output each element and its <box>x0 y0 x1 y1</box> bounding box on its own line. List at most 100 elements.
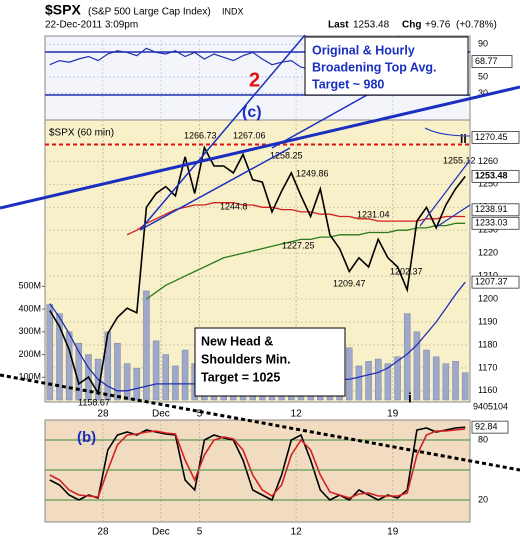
y-tick-label: 1200 <box>478 293 498 303</box>
y-tick-label: 1220 <box>478 248 498 258</box>
volume-tick-label: 500M <box>18 281 41 291</box>
volume-bar <box>374 358 382 401</box>
price-annotation: 1249.86 <box>296 168 329 178</box>
level-label: 68.77 <box>475 56 498 66</box>
level-label: 1233.03 <box>475 218 508 228</box>
x-tick-label: 12 <box>291 527 303 538</box>
volume-last-label: 9405104 <box>473 401 508 411</box>
price-annotation: 1266.73 <box>184 130 217 140</box>
wave-label: i <box>408 390 412 406</box>
upper-tick-label: 30 <box>478 88 488 98</box>
level-label: 1253.48 <box>475 171 508 181</box>
volume-tick-label: 400M <box>18 303 41 313</box>
x-tick-label: Dec <box>152 409 170 420</box>
volume-bar <box>365 361 372 401</box>
trend-line <box>139 34 306 231</box>
upper-tick-label: 50 <box>478 71 488 81</box>
chart-subtitle: (S&P 500 Large Cap Index) <box>88 7 211 18</box>
y-tick-label: 1160 <box>478 385 497 395</box>
x-tick-label: 28 <box>97 527 109 538</box>
annotation-text: Target ~ 980 <box>312 77 384 91</box>
change-pct: (+0.78%) <box>456 20 497 31</box>
overlays: Original & Hourly Broadening Top Avg. Ta… <box>0 34 520 472</box>
wave-label: 2 <box>249 69 260 91</box>
price-annotation: 1267.06 <box>233 130 266 140</box>
annotation-text: Target = 1025 <box>201 370 280 384</box>
x-tick-label: 5 <box>197 409 203 420</box>
lower-tick-label: 80 <box>478 434 488 444</box>
price-annotation: 1244.8 <box>220 201 248 211</box>
level-box <box>471 203 520 217</box>
annotation-box <box>194 327 346 397</box>
annotation-box <box>304 36 469 96</box>
volume-bar <box>46 304 54 401</box>
level-box <box>471 420 509 434</box>
level-box <box>471 169 520 183</box>
header: $SPX (S&P 500 Large Cap Index) INDX 22-D… <box>45 2 497 139</box>
volume-bar <box>355 365 363 401</box>
volume-bar <box>172 365 179 401</box>
volume-bar <box>461 372 469 401</box>
volume-bar <box>143 290 150 401</box>
x-tick-label: 19 <box>387 409 399 420</box>
volume-bar <box>152 340 160 401</box>
volume-bar <box>162 354 169 401</box>
last-value: 1253.48 <box>353 20 390 31</box>
trend-line <box>139 147 291 231</box>
wave-label: (b) <box>77 429 96 446</box>
volume-bar <box>346 347 353 401</box>
price-annotation: 1209.47 <box>333 278 366 288</box>
y-tick-label: 1260 <box>478 156 498 166</box>
average-line <box>126 202 466 236</box>
chart-title: $SPX <box>45 2 81 18</box>
last-label: Last <box>328 20 349 31</box>
price-annotation: 1202.37 <box>390 266 423 276</box>
annotation-text: Broadening Top Avg. <box>312 60 437 74</box>
price-annotation: 1258.25 <box>270 150 303 160</box>
trend-line <box>424 127 471 137</box>
level-box <box>471 216 520 230</box>
x-tick-label: 28 <box>97 409 109 420</box>
trend-line <box>437 204 471 227</box>
volume-bar <box>413 331 421 401</box>
level-label: 92.84 <box>475 422 498 432</box>
trend-line <box>0 85 520 210</box>
annotation-text: New Head & <box>201 334 273 348</box>
x-tick-label: 19 <box>387 527 399 538</box>
date: 22-Dec-2011 3:09pm <box>45 20 138 31</box>
level-box <box>471 275 520 289</box>
level-box <box>471 131 520 144</box>
level-label: 1270.45 <box>475 132 508 142</box>
exchange: INDX <box>222 6 244 16</box>
panel-label: $SPX (60 min) <box>49 128 114 139</box>
volume-tick-label: 100M <box>18 372 41 382</box>
level-label: 1207.37 <box>475 277 508 287</box>
volume-bar <box>394 356 401 401</box>
volume-bar <box>123 363 131 401</box>
data-layer: 28 28 Dec Dec 5 5 12 12 19 19 1160 1170 1180 1190 1200… <box>18 36 520 538</box>
x-tick-label: 5 <box>197 527 203 538</box>
volume-tick-label: 300M <box>18 326 41 336</box>
price-line <box>49 145 466 396</box>
price-annotation: 1158.67 <box>78 397 110 407</box>
price-annotation: 1255.12 <box>443 155 476 165</box>
trend-line <box>419 159 471 227</box>
volume-bar <box>452 361 459 401</box>
annotation-text: Original & Hourly <box>312 43 415 57</box>
volume-bar <box>114 342 121 401</box>
volume-bar <box>133 367 141 401</box>
volume-bar <box>423 349 430 401</box>
y-tick-label: 1190 <box>478 316 497 326</box>
y-tick-label: 1250 <box>478 179 498 189</box>
oscillator-line <box>49 426 466 502</box>
volume-bar <box>104 331 112 401</box>
level-box <box>471 55 513 69</box>
lower-tick-label: 20 <box>478 494 488 504</box>
upper-tick-label: 90 <box>478 39 488 49</box>
level-label: 1238.91 <box>475 204 508 214</box>
average-line <box>146 222 466 300</box>
change-value: +9.76 <box>425 20 451 31</box>
y-tick-label: 1170 <box>478 362 497 372</box>
volume-tick-label: 200M <box>18 349 41 359</box>
